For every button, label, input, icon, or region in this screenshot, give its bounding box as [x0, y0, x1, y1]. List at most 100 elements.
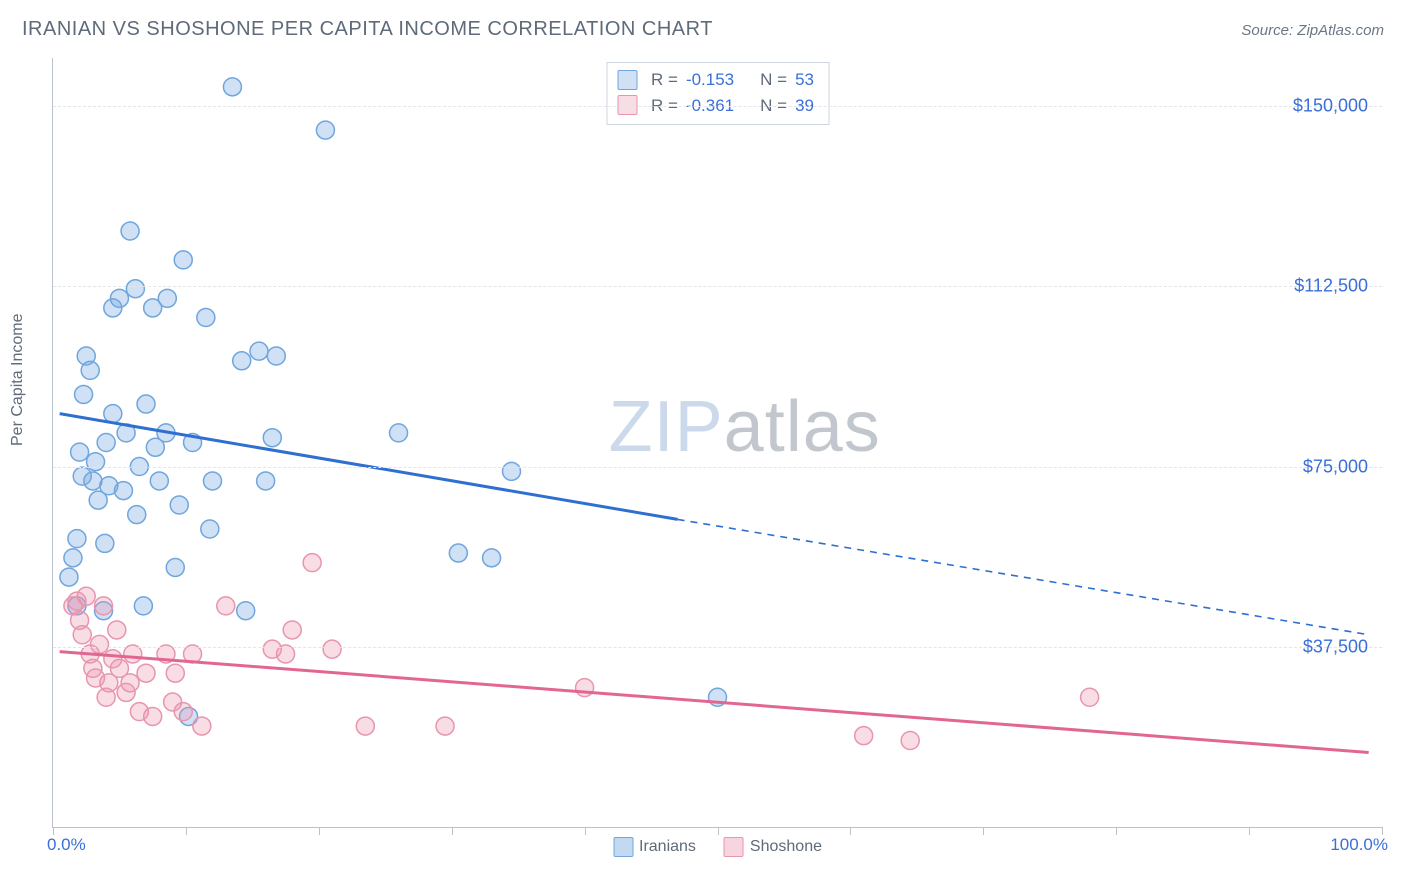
- scatter-point: [64, 549, 82, 567]
- scatter-point: [174, 703, 192, 721]
- n-value-iranians: 53: [795, 67, 814, 93]
- scatter-point: [121, 674, 139, 692]
- legend-swatch-shoshone: [724, 837, 744, 857]
- series-legend-label: Shoshone: [750, 838, 822, 856]
- source-prefix: Source:: [1241, 22, 1297, 39]
- scatter-point: [68, 530, 86, 548]
- y-axis-label: Per Capita Income: [9, 313, 27, 446]
- scatter-point: [303, 554, 321, 572]
- scatter-point: [73, 626, 91, 644]
- scatter-point: [128, 506, 146, 524]
- scatter-plot-area: ZIPatlas R = -0.153 N = 53 R = -0.361 N …: [52, 58, 1382, 828]
- gridline: [53, 647, 1382, 648]
- scatter-point: [114, 482, 132, 500]
- scatter-point: [283, 621, 301, 639]
- x-tick: [452, 827, 453, 835]
- scatter-point: [1081, 688, 1099, 706]
- scatter-point: [95, 597, 113, 615]
- x-tick: [850, 827, 851, 835]
- y-tick-label: $37,500: [1303, 636, 1368, 657]
- scatter-point: [197, 309, 215, 327]
- scatter-point: [121, 222, 139, 240]
- scatter-point: [166, 664, 184, 682]
- scatter-point: [60, 568, 78, 586]
- scatter-point: [217, 597, 235, 615]
- scatter-point: [97, 434, 115, 452]
- scatter-point: [150, 472, 168, 490]
- scatter-point: [267, 347, 285, 365]
- series-legend-item: Shoshone: [724, 837, 822, 857]
- correlation-legend: R = -0.153 N = 53 R = -0.361 N = 39: [606, 62, 829, 125]
- x-axis-min-label: 0.0%: [47, 835, 86, 855]
- scatter-point: [91, 635, 109, 653]
- x-tick: [186, 827, 187, 835]
- scatter-point: [170, 496, 188, 514]
- scatter-point: [250, 342, 268, 360]
- scatter-point: [263, 429, 281, 447]
- n-label: N =: [760, 67, 787, 93]
- scatter-point: [96, 534, 114, 552]
- scatter-point: [201, 520, 219, 538]
- x-tick: [1249, 827, 1250, 835]
- scatter-point: [81, 361, 99, 379]
- scatter-point: [203, 472, 221, 490]
- scatter-point: [137, 664, 155, 682]
- scatter-point: [137, 395, 155, 413]
- source-name: ZipAtlas.com: [1297, 22, 1384, 39]
- series-legend-label: Iranians: [639, 838, 696, 856]
- scatter-point: [901, 731, 919, 749]
- plot-svg-layer: [53, 58, 1382, 827]
- scatter-point: [75, 385, 93, 403]
- scatter-point: [436, 717, 454, 735]
- x-tick: [53, 827, 54, 835]
- legend-swatch-iranians: [613, 837, 633, 857]
- chart-header: IRANIAN VS SHOSHONE PER CAPITA INCOME CO…: [22, 18, 1384, 41]
- scatter-point: [449, 544, 467, 562]
- scatter-point: [84, 472, 102, 490]
- series-legend-item: Iranians: [613, 837, 696, 857]
- scatter-point: [110, 289, 128, 307]
- scatter-point: [855, 727, 873, 745]
- scatter-point: [323, 640, 341, 658]
- x-tick: [319, 827, 320, 835]
- trend-line: [60, 652, 1369, 753]
- scatter-point: [87, 453, 105, 471]
- x-tick: [1116, 827, 1117, 835]
- scatter-point: [166, 558, 184, 576]
- x-tick: [585, 827, 586, 835]
- scatter-point: [233, 352, 251, 370]
- scatter-point: [158, 289, 176, 307]
- x-tick: [1382, 827, 1383, 835]
- scatter-point: [77, 587, 95, 605]
- source-attribution: Source: ZipAtlas.com: [1241, 22, 1384, 39]
- gridline: [53, 467, 1382, 468]
- scatter-point: [223, 78, 241, 96]
- scatter-point: [174, 251, 192, 269]
- x-axis-max-label: 100.0%: [1330, 835, 1388, 855]
- y-tick-label: $150,000: [1293, 96, 1368, 117]
- gridline: [53, 106, 1382, 107]
- scatter-point: [108, 621, 126, 639]
- legend-swatch-iranians: [617, 70, 637, 90]
- r-value-iranians: -0.153: [686, 67, 734, 93]
- chart-title: IRANIAN VS SHOSHONE PER CAPITA INCOME CO…: [22, 18, 713, 41]
- gridline: [53, 286, 1382, 287]
- scatter-point: [390, 424, 408, 442]
- y-tick-label: $112,500: [1294, 276, 1368, 297]
- scatter-point: [71, 443, 89, 461]
- scatter-point: [483, 549, 501, 567]
- x-tick: [718, 827, 719, 835]
- correlation-legend-row: R = -0.153 N = 53: [617, 67, 814, 93]
- scatter-point: [193, 717, 211, 735]
- scatter-point: [144, 707, 162, 725]
- scatter-point: [237, 602, 255, 620]
- scatter-point: [126, 280, 144, 298]
- scatter-point: [503, 462, 521, 480]
- r-label: R =: [651, 67, 678, 93]
- scatter-point: [316, 121, 334, 139]
- y-tick-label: $75,000: [1303, 456, 1368, 477]
- trend-line-extrapolated: [678, 519, 1369, 634]
- scatter-point: [356, 717, 374, 735]
- x-tick: [983, 827, 984, 835]
- scatter-point: [257, 472, 275, 490]
